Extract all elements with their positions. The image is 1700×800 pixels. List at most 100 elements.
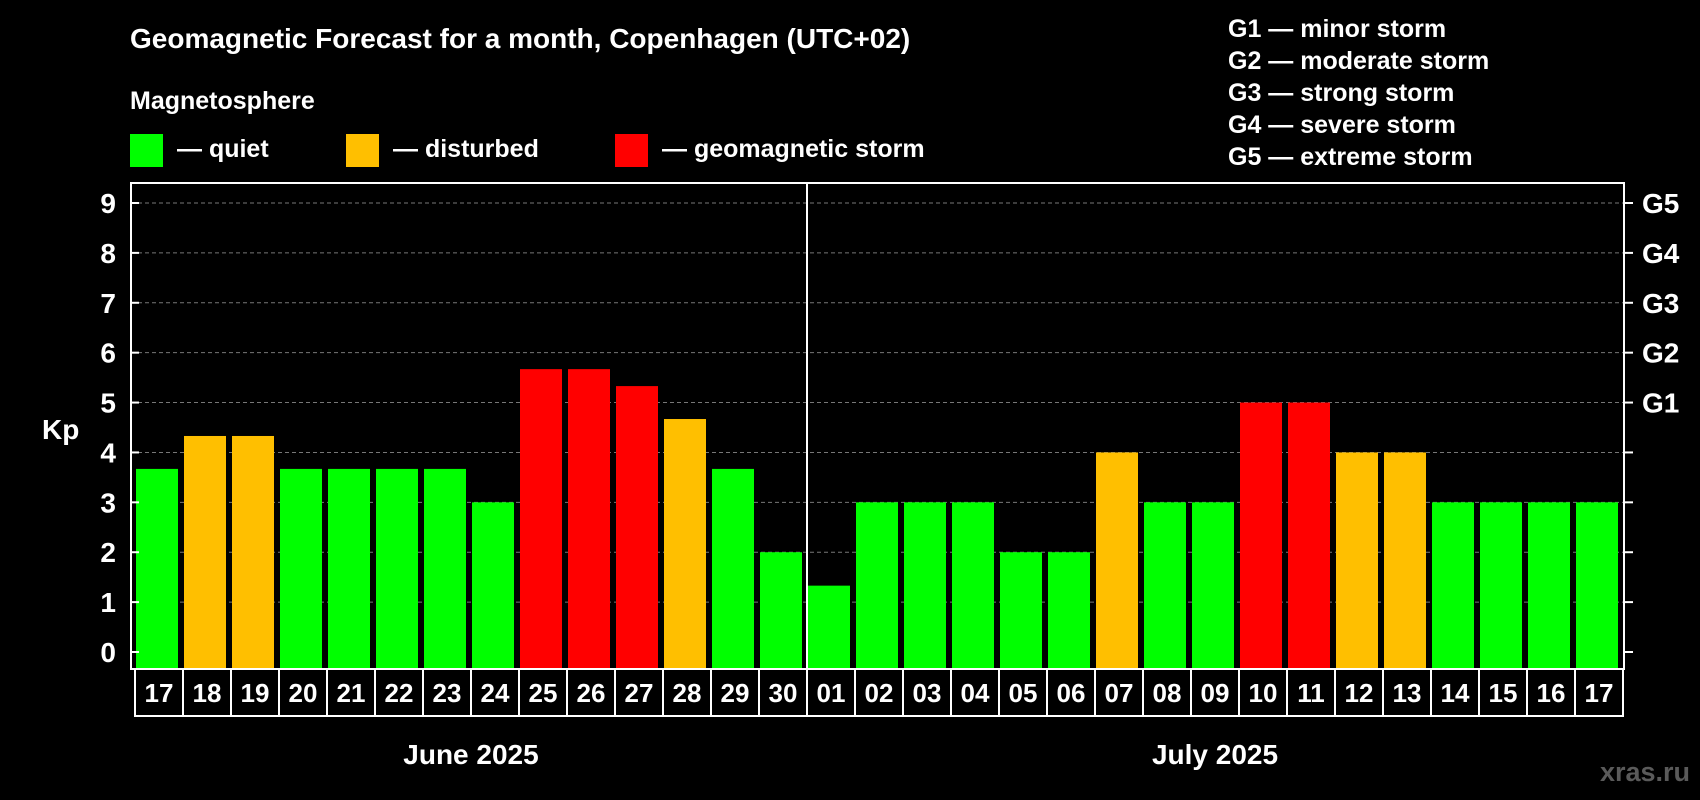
bar: [1096, 452, 1138, 668]
x-tick-label: 21: [337, 678, 366, 708]
day-box: [1094, 668, 1144, 717]
bar: [328, 468, 370, 668]
bar: [520, 369, 562, 668]
bar: [568, 369, 610, 668]
storm-level-label: G4: [1642, 238, 1680, 269]
y-tick-label: 1: [100, 587, 116, 618]
day-box: [806, 668, 856, 717]
legend-label: — geomagnetic storm: [662, 135, 925, 163]
x-tick-label: 12: [1345, 678, 1374, 708]
x-tick-label: 05: [1009, 678, 1038, 708]
x-tick-label: 20: [289, 678, 318, 708]
bar: [1432, 502, 1474, 668]
bar: [808, 585, 850, 668]
y-tick-label: 2: [100, 537, 116, 568]
day-box: [1286, 668, 1336, 717]
storm-scale-legend: G1 — minor storm G2 — moderate storm G3 — …: [1228, 15, 1489, 171]
day-box: [374, 668, 424, 717]
day-box: [134, 668, 184, 717]
x-tick-label: 07: [1105, 678, 1134, 708]
day-box: [1142, 668, 1192, 717]
y-tick-label: 6: [100, 338, 116, 369]
y-axis-label: Kp: [42, 414, 79, 445]
x-tick-label: 16: [1537, 678, 1566, 708]
legend-label: — quiet: [177, 135, 269, 163]
bar: [184, 435, 226, 668]
y-tick-label: 0: [100, 637, 116, 668]
day-box: [470, 668, 520, 717]
day-box: [854, 668, 904, 717]
storm-scale-item: G1 — minor storm: [1228, 15, 1446, 43]
storm-level-label: G3: [1642, 288, 1679, 319]
chart-title: Geomagnetic Forecast for a month, Copenh…: [130, 23, 910, 54]
bar: [760, 552, 802, 668]
x-tick-label: 02: [865, 678, 894, 708]
storm-scale-item: G4 — severe storm: [1228, 111, 1456, 139]
watermark: xras.ru: [1600, 757, 1690, 787]
bar: [1288, 402, 1330, 668]
bar: [1000, 552, 1042, 668]
y-tick-label: 9: [100, 188, 116, 219]
x-tick-label: 01: [817, 678, 846, 708]
x-tick-label: 30: [769, 678, 798, 708]
legend-label: — disturbed: [393, 135, 539, 163]
bar: [856, 502, 898, 668]
y-axis: 0 1 2 3 4 5 6 7 8 9: [100, 188, 139, 668]
x-tick-label: 17: [145, 678, 174, 708]
storm-scale-item: G2 — moderate storm: [1228, 47, 1489, 75]
day-box: [326, 668, 376, 717]
bar: [1384, 452, 1426, 668]
day-box: [1526, 668, 1576, 717]
x-tick-label: 09: [1201, 678, 1230, 708]
x-tick-label: 14: [1441, 678, 1470, 708]
x-tick-label: 28: [673, 678, 702, 708]
y-tick-label: 4: [100, 437, 116, 468]
storm-scale-item: G5 — extreme storm: [1228, 143, 1473, 171]
day-box: [662, 668, 712, 717]
bar: [1048, 552, 1090, 668]
bar: [904, 502, 946, 668]
storm-level-label: G1: [1642, 388, 1679, 419]
x-tick-label: 23: [433, 678, 462, 708]
bar: [232, 435, 274, 668]
day-box: [182, 668, 232, 717]
day-box: [1430, 668, 1480, 717]
bar: [1192, 502, 1234, 668]
x-tick-label: 26: [577, 678, 606, 708]
day-box: [998, 668, 1048, 717]
x-tick-label: 15: [1489, 678, 1518, 708]
x-tick-label: 04: [961, 678, 990, 708]
right-axis: G1 G2 G3 G4 G5: [1624, 188, 1680, 653]
bar: [136, 468, 178, 668]
x-tick-label: 11: [1297, 678, 1325, 708]
bar: [952, 502, 994, 668]
day-box: [1238, 668, 1288, 717]
day-box: [566, 668, 616, 717]
month-labels: June 2025 July 2025: [403, 739, 1278, 770]
x-tick-label: 10: [1249, 678, 1278, 708]
bar: [1240, 402, 1282, 668]
legend-swatch: [615, 134, 648, 167]
bar: [1576, 502, 1618, 668]
x-tick-label: 29: [721, 678, 750, 708]
x-axis-day-labels: 17 18 19 20 21 22 23 24 25 26 27 28 29 30 01 02 03 04 05 06…: [134, 668, 1624, 717]
x-tick-label: 17: [1585, 678, 1614, 708]
legend-heading: Magnetosphere: [130, 87, 315, 115]
storm-level-label: G2: [1642, 338, 1679, 369]
y-tick-label: 3: [100, 487, 116, 518]
bar: [712, 468, 754, 668]
x-tick-label: 24: [481, 678, 510, 708]
legend-swatch: [130, 134, 163, 167]
bar: [1528, 502, 1570, 668]
bar: [664, 419, 706, 668]
month-label: June 2025: [403, 739, 538, 770]
month-label: July 2025: [1152, 739, 1278, 770]
storm-level-label: G5: [1642, 188, 1679, 219]
legend: — quiet — disturbed — geomagnetic storm: [130, 134, 925, 167]
bar: [376, 468, 418, 668]
bar: [1144, 502, 1186, 668]
bar: [472, 502, 514, 668]
day-box: [758, 668, 808, 717]
day-box: [950, 668, 1000, 717]
